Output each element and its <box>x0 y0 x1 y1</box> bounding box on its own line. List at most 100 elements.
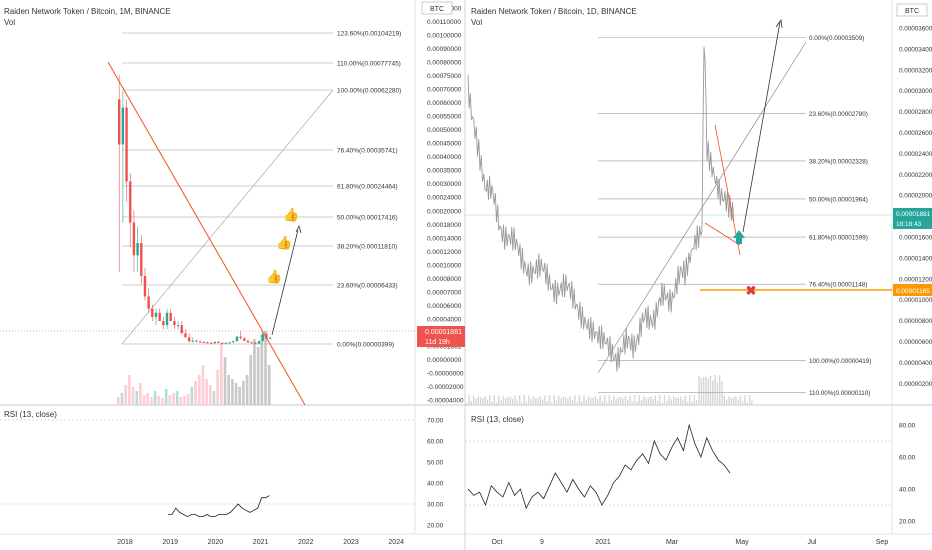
right-volume-bar <box>638 395 640 405</box>
left-time-tick: 2023 <box>343 539 359 546</box>
right-volume-bar <box>553 395 555 405</box>
left-fib-level-label: 38.20%(0.00011810) <box>337 244 397 251</box>
right-volume-bar <box>502 395 505 405</box>
left-candle-body <box>125 107 128 182</box>
left-chart-panel[interactable]: Raiden Network Token / Bitcoin, 1M, BINA… <box>0 1 465 546</box>
left-volume-bar <box>131 387 135 405</box>
left-volume-bar <box>164 389 168 405</box>
right-rsi-line <box>467 423 731 510</box>
right-volume-bar <box>631 402 633 405</box>
right-price-series <box>467 46 735 372</box>
right-fib-level-label: 110.00%(0.00000110) <box>809 390 870 397</box>
left-volume-bar <box>256 347 260 405</box>
right-volume-bar <box>532 396 535 405</box>
left-candle-body <box>202 341 206 343</box>
left-time-tick: 2022 <box>298 539 314 546</box>
left-price-tick: 0.00075000 <box>427 73 462 80</box>
right-chart-panel[interactable]: Raiden Network Token / Bitcoin, 1D, BINA… <box>465 3 932 546</box>
right-volume-bar <box>629 395 631 405</box>
left-candle-body <box>140 243 143 276</box>
left-rsi-tick: 40.00 <box>427 481 444 488</box>
left-candle-body <box>143 275 147 297</box>
left-chart-title: Raiden Network Token / Bitcoin, 1M, BINA… <box>4 7 171 16</box>
right-volume-bar <box>493 395 495 405</box>
right-price-axis: 0.00003600 0.00003400 0.00003200 0.00003000… <box>899 26 932 388</box>
right-time-tick: Jul <box>808 539 817 546</box>
left-candle-body <box>268 337 272 339</box>
right-volume-bar <box>560 398 562 405</box>
left-candle-body <box>250 342 253 344</box>
left-currency-box[interactable] <box>421 1 453 15</box>
right-volume-bar <box>751 400 753 405</box>
left-candle-body <box>210 342 213 344</box>
left-fib-level-label: 123.60%(0.00104219) <box>337 31 401 38</box>
left-thumbs-up-icons: 👍 👍 👍 <box>266 207 299 284</box>
right-volume-bar <box>482 398 484 405</box>
left-candle-body <box>254 342 257 344</box>
right-volume-bar <box>624 396 627 405</box>
right-time-tick: Oct <box>492 539 503 546</box>
right-price-tick: 0.00003000 <box>899 88 932 95</box>
left-volume-bar <box>157 396 161 405</box>
right-volume-bar <box>599 395 601 405</box>
right-volume-bar <box>562 396 564 405</box>
left-volume-bar <box>249 355 253 405</box>
right-volume-bar <box>495 402 498 405</box>
right-volume-bar <box>491 401 493 405</box>
right-volume-bar <box>539 396 541 405</box>
left-volume-bar <box>197 375 201 405</box>
right-volume-bar <box>585 399 587 405</box>
left-price-tick: 0.00020000 <box>427 208 462 215</box>
left-price-badge-countdown: 11d 19h <box>425 339 450 346</box>
left-price-tick: 0.00035000 <box>427 168 462 175</box>
right-volume-bar <box>472 395 475 405</box>
right-wedge-lower <box>704 222 741 246</box>
right-volume-bar <box>617 396 620 405</box>
left-price-tick: 0.00110000 <box>427 19 461 26</box>
right-volume-bar <box>594 396 597 405</box>
right-volume-bar <box>592 397 594 405</box>
left-volume-bar <box>183 396 186 405</box>
left-fib-retracement: 123.60%(0.00104219) 110.00%(0.00077745) 10… <box>121 31 401 349</box>
right-volume-bar <box>486 399 489 405</box>
right-volume-bar <box>654 395 656 405</box>
left-fib-level-label: 61.80%(0.00024464) <box>337 184 398 191</box>
right-volume-bar <box>466 403 468 405</box>
right-volume-bar <box>518 395 521 405</box>
left-rsi-label: RSI (13, close) <box>4 410 57 419</box>
left-volume-bar <box>124 385 127 405</box>
right-volume-bar <box>702 377 705 405</box>
left-time-tick: 2024 <box>388 539 404 546</box>
left-price-tick: 0.00018000 <box>427 222 462 229</box>
left-candle-body <box>239 336 242 339</box>
right-volume-bar <box>583 395 585 405</box>
right-fib-level-label: 61.80%(0.00001599) <box>809 235 868 242</box>
left-candle-body <box>191 340 194 342</box>
right-volume-bar <box>574 395 576 405</box>
right-rsi-pane: 80.00 60.00 40.00 20.00 <box>465 423 916 526</box>
left-price-tick: 0.00090000 <box>427 46 462 53</box>
left-volume-bar <box>139 383 142 405</box>
left-volume-bar <box>234 383 238 405</box>
right-volume-bar <box>489 395 491 405</box>
left-price-tick: 0.00080000 <box>427 60 462 67</box>
left-time-tick: 2021 <box>253 539 269 546</box>
right-price-tick: 0.00002600 <box>899 130 932 137</box>
left-volume-bar <box>220 343 223 405</box>
left-candles <box>118 74 272 344</box>
left-price-tick: 0.00070000 <box>427 87 462 94</box>
right-time-tick: 2021 <box>595 539 611 546</box>
right-volume-bar <box>530 399 532 405</box>
left-candle-body <box>195 340 198 342</box>
right-currency-box[interactable] <box>896 3 928 17</box>
right-volume-bar <box>546 401 548 405</box>
left-rsi-tick: 20.00 <box>427 523 444 530</box>
right-volume-bar <box>746 402 748 405</box>
right-volume-bar <box>650 396 652 405</box>
right-volume-bar <box>535 397 537 405</box>
left-price-tick: 0.00024000 <box>427 195 462 202</box>
left-volume-bar <box>216 370 219 405</box>
left-time-tick: 2019 <box>162 539 178 546</box>
left-candle-body <box>198 341 202 343</box>
right-volume-bar <box>705 376 707 405</box>
